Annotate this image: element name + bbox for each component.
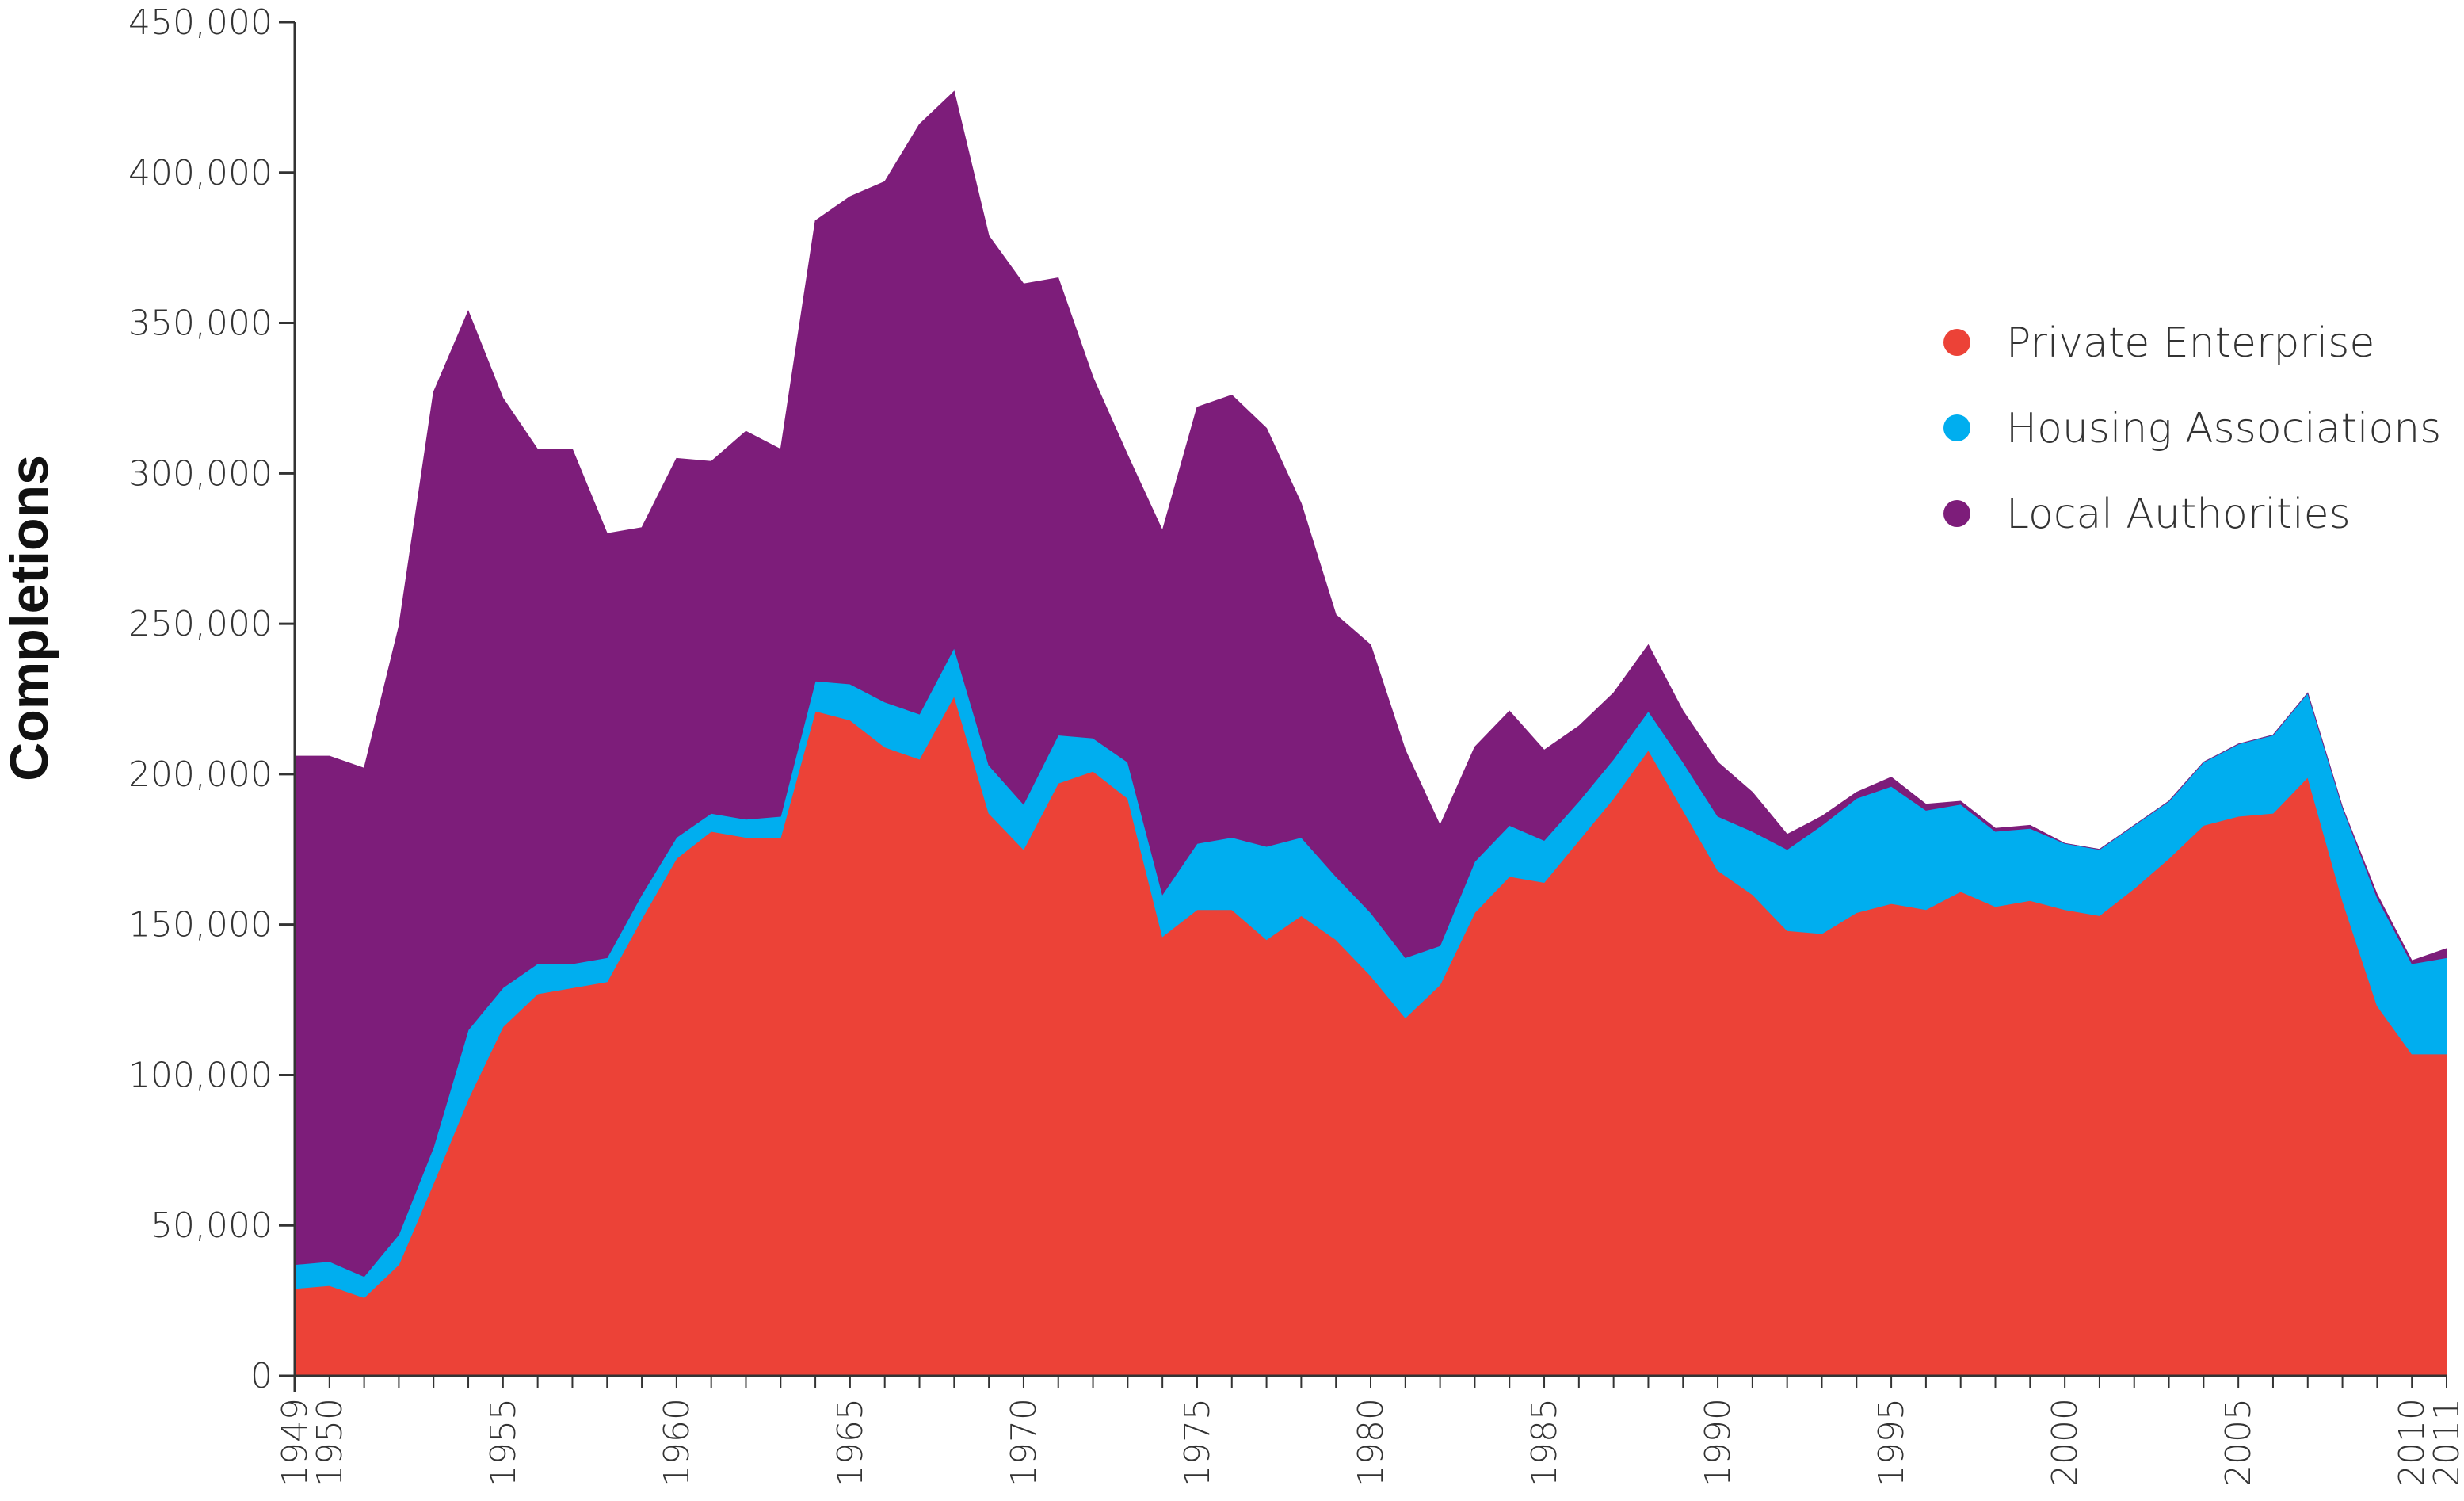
x-tick-label: 1980 [1351,1398,1391,1487]
x-tick-label: 2011 [2427,1398,2464,1487]
x-tick-label: 1995 [1871,1398,1912,1487]
legend-marker-local-authorities [1943,500,1970,527]
y-tick-label: 350,000 [128,304,273,344]
x-tick-label: 1985 [1524,1398,1565,1487]
x-tick-label: 2005 [2218,1398,2259,1487]
x-tick-label: 1960 [657,1398,697,1487]
x-tick-label: 1990 [1698,1398,1738,1487]
x-tick-label: 2000 [2045,1398,2085,1487]
legend-marker-private-enterprise [1943,329,1970,356]
x-tick-label: 1965 [830,1398,871,1487]
y-tick-label: 0 [250,1356,273,1396]
y-tick-label: 50,000 [151,1205,273,1246]
y-axis-ticks: 0 50,000 100,000 150,000 200,000 250,000 300,0… [128,2,295,1396]
y-tick-label: 450,000 [128,2,273,43]
y-tick-label: 150,000 [128,905,273,945]
legend-marker-housing-associations [1943,414,1970,441]
axes-group: 0 50,000 100,000 150,000 200,000 250,000 300,0… [128,2,2464,1487]
x-tick-label: 1975 [1177,1398,1218,1487]
legend-item-housing-associations: Housing Associations [1943,405,2441,453]
area-local-authorities [294,90,2447,1278]
x-tick-label: 1955 [483,1398,524,1487]
legend-label-housing-associations: Housing Associations [2006,405,2441,453]
y-tick-label: 300,000 [128,453,273,494]
legend-label-private-enterprise: Private Enterprise [2006,319,2374,367]
legend-label-local-authorities: Local Authorities [2006,491,2351,538]
x-tick-label: 2010 [2392,1398,2432,1487]
y-tick-label: 400,000 [128,153,273,193]
y-axis-label: Completions [0,455,59,781]
y-tick-label: 100,000 [128,1055,273,1095]
x-tick-label: 1950 [310,1398,350,1487]
legend-item-private-enterprise: Private Enterprise [1943,319,2374,367]
legend-item-local-authorities: Local Authorities [1943,491,2351,538]
y-tick-label: 250,000 [128,604,273,644]
legend: Private Enterprise Housing Associations … [1943,319,2441,538]
x-tick-label: 1970 [1004,1398,1044,1487]
y-tick-label: 200,000 [128,754,273,795]
x-tick-label: 1949 [275,1398,315,1487]
area-series-group [294,90,2447,1377]
